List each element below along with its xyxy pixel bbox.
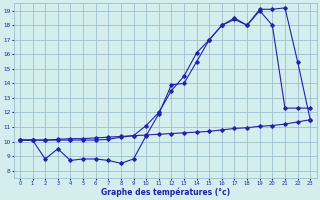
X-axis label: Graphe des températures (°c): Graphe des températures (°c) bbox=[100, 187, 230, 197]
